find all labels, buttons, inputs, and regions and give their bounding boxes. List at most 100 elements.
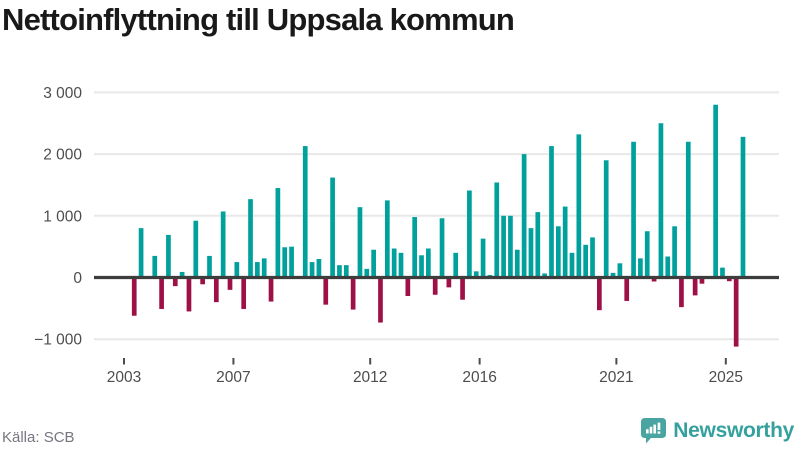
x-tick-label: 2012 <box>353 369 387 386</box>
newsworthy-logo[interactable]: Newsworthy <box>641 418 794 444</box>
bar-2014-Q1 <box>426 248 431 278</box>
bar-2012-Q3 <box>384 200 390 278</box>
bar-2004-Q4 <box>172 277 178 287</box>
bar-2013-Q1 <box>398 252 404 278</box>
bar-2014-Q2 <box>432 277 438 295</box>
bar-2003-Q3 <box>138 228 144 278</box>
bar-2019-Q1 <box>562 206 568 278</box>
bar-2021-Q3 <box>631 141 636 278</box>
bar-2017-Q2 <box>514 249 520 278</box>
x-tick-label: 2007 <box>216 369 250 386</box>
bar-2024-Q3 <box>713 104 718 278</box>
bar-2015-Q4 <box>473 271 479 278</box>
bar-2024-Q1 <box>699 277 705 284</box>
bar-2022-Q2 <box>651 277 657 282</box>
bar-2011-Q4 <box>364 268 370 278</box>
y-tick-label: 0 <box>73 270 82 287</box>
bar-2010-Q2 <box>323 277 329 305</box>
bar-2018-Q4 <box>555 226 561 278</box>
bar-2008-Q2 <box>268 277 274 302</box>
bar-2017-Q3 <box>521 154 527 278</box>
bar-2009-Q1 <box>289 246 294 278</box>
bar-2015-Q2 <box>460 277 465 300</box>
bar-2023-Q1 <box>672 226 677 278</box>
bar-2011-Q3 <box>357 207 363 278</box>
x-tick-label: 2016 <box>462 369 496 386</box>
newsworthy-icon <box>641 418 667 444</box>
bar-2005-Q4 <box>200 277 205 285</box>
bar-2020-Q1 <box>590 237 595 278</box>
bar-2007-Q1 <box>234 262 240 278</box>
bar-2010-Q1 <box>316 258 322 278</box>
bar-2018-Q2 <box>542 273 547 278</box>
bar-2004-Q1 <box>152 255 158 278</box>
bar-2015-Q3 <box>467 190 472 278</box>
bar-2013-Q2 <box>405 277 411 297</box>
bar-2012-Q2 <box>378 277 383 323</box>
bar-2006-Q3 <box>220 211 226 278</box>
bar-2023-Q4 <box>692 277 698 296</box>
bar-2006-Q2 <box>213 277 219 303</box>
bar-2023-Q3 <box>685 141 691 278</box>
bar-2008-Q1 <box>261 258 267 278</box>
bar-2022-Q3 <box>658 123 664 278</box>
bar-2025-Q3 <box>740 136 746 278</box>
x-tick-label: 2021 <box>599 369 633 386</box>
bar-2020-Q3 <box>603 160 609 278</box>
bar-2005-Q1 <box>179 271 185 278</box>
y-tick-label: −1 000 <box>34 332 82 349</box>
x-tick-label: 2025 <box>709 369 743 386</box>
y-tick-label: 1 000 <box>43 208 82 225</box>
bar-2017-Q1 <box>508 215 513 278</box>
bar-2020-Q2 <box>597 277 602 311</box>
newsworthy-wordmark: Newsworthy <box>673 419 794 442</box>
bar-2016-Q1 <box>480 238 486 278</box>
bar-2012-Q4 <box>391 248 397 278</box>
bar-2006-Q1 <box>207 255 212 278</box>
bar-2007-Q2 <box>241 277 247 309</box>
bar-2014-Q3 <box>439 218 445 278</box>
bar-2007-Q4 <box>255 262 260 278</box>
bar-2010-Q4 <box>337 265 342 278</box>
chart-title: Nettoinflyttning till Uppsala kommun <box>2 2 515 37</box>
y-tick-label: 2 000 <box>43 147 82 164</box>
bar-2008-Q3 <box>275 188 281 278</box>
bar-2013-Q4 <box>419 255 424 278</box>
bar-2009-Q3 <box>302 146 308 278</box>
bar-2020-Q4 <box>610 272 616 278</box>
bar-2021-Q4 <box>638 258 643 278</box>
bar-2012-Q1 <box>371 249 376 278</box>
bar-2016-Q4 <box>501 215 506 278</box>
bar-2021-Q2 <box>624 277 630 301</box>
bar-2004-Q3 <box>166 234 171 278</box>
bar-2004-Q2 <box>159 277 164 309</box>
bar-2018-Q3 <box>549 146 554 278</box>
bar-2022-Q1 <box>644 231 650 278</box>
bar-2011-Q1 <box>343 265 349 278</box>
x-tick-label: 2003 <box>107 369 141 386</box>
bar-2019-Q2 <box>569 252 575 278</box>
bar-2010-Q3 <box>330 177 335 278</box>
bar-2019-Q3 <box>576 134 582 278</box>
bar-2023-Q2 <box>679 277 684 308</box>
bar-2021-Q1 <box>617 263 623 278</box>
bar-2008-Q4 <box>282 247 288 278</box>
bar-2006-Q4 <box>227 277 233 290</box>
bar-2005-Q3 <box>193 220 199 278</box>
bar-2016-Q3 <box>494 182 500 278</box>
bar-2018-Q1 <box>535 212 541 278</box>
bar-2025-Q2 <box>733 277 739 347</box>
bar-2025-Q1 <box>726 277 732 282</box>
bar-2024-Q4 <box>720 267 725 278</box>
source-label: Källa: SCB <box>2 429 75 446</box>
bar-2019-Q4 <box>583 244 589 278</box>
bar-2007-Q3 <box>248 199 253 278</box>
bar-2017-Q4 <box>528 228 534 278</box>
bar-2022-Q4 <box>665 256 671 278</box>
bar-2003-Q2 <box>131 277 137 316</box>
y-tick-label: 3 000 <box>43 85 82 102</box>
bar-2015-Q1 <box>453 252 459 278</box>
bar-2011-Q2 <box>350 277 356 310</box>
